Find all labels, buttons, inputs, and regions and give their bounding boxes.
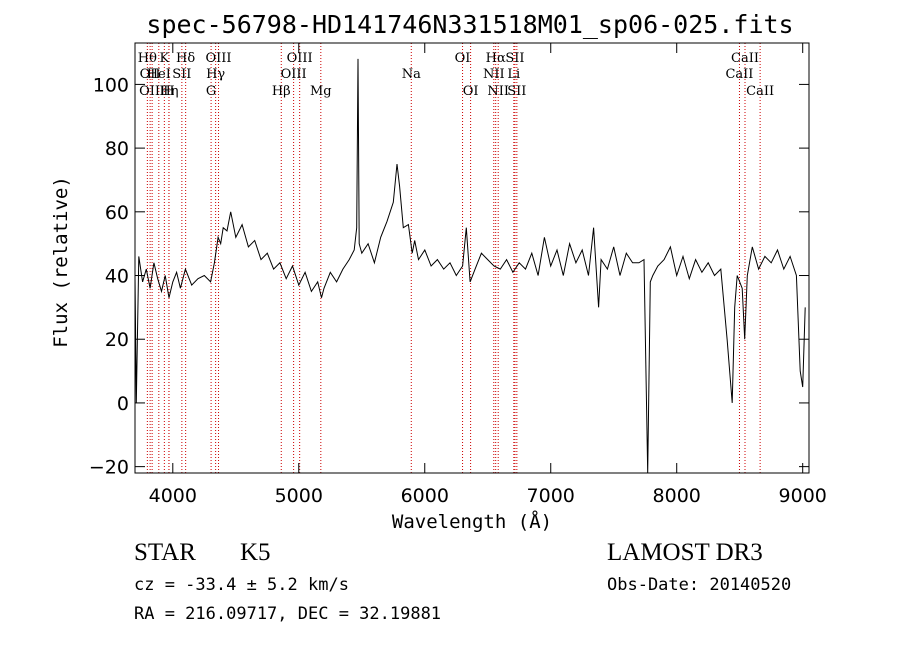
obs-date: Obs-Date: 20140520 xyxy=(607,575,791,595)
line-marker-label: H xyxy=(163,84,174,99)
plot-frame xyxy=(134,42,810,474)
survey-name: LAMOST DR3 xyxy=(607,539,763,566)
line-marker-label: CaII xyxy=(725,67,753,82)
object-class: STAR xyxy=(134,539,196,566)
x-tick-label: 5000 xyxy=(275,485,323,507)
line-marker-label: Li xyxy=(507,67,520,82)
line-marker-label: K xyxy=(159,51,169,66)
line-marker-label: Hδ xyxy=(176,51,195,66)
line-marker-label: Hγ xyxy=(206,67,225,82)
x-tick-label: 4000 xyxy=(149,485,197,507)
line-marker-label: Hβ xyxy=(272,84,291,99)
line-marker-label: Hα xyxy=(486,51,506,66)
line-marker-label: CaII xyxy=(746,84,774,99)
y-tick-label: 40 xyxy=(105,266,129,288)
y-tick-label: 0 xyxy=(117,393,129,415)
chart-title: spec-56798-HD141746N331518M01_sp06-025.f… xyxy=(146,10,793,39)
line-marker-label: Hη xyxy=(159,84,178,99)
coordinates: RA = 216.09717, DEC = 32.19881 xyxy=(134,604,441,624)
line-marker-label: SII xyxy=(507,84,526,99)
spectral-subclass: K5 xyxy=(240,539,271,566)
line-marker-label: NII xyxy=(483,67,505,82)
y-axis-label: Flux (relative) xyxy=(50,176,72,348)
y-axis: −20 0 20 40 60 80 100 xyxy=(89,74,809,479)
y-tick-label: 100 xyxy=(93,74,129,96)
line-marker-label: SII xyxy=(505,51,524,66)
y-tick-label: 20 xyxy=(105,329,129,351)
x-axis-label: Wavelength (Å) xyxy=(392,510,552,533)
line-marker-label: OIII xyxy=(287,51,313,66)
line-marker-label: SII xyxy=(172,67,191,82)
x-axis: 4000 5000 6000 7000 8000 9000 xyxy=(149,43,827,507)
line-marker-label: OI xyxy=(455,51,471,66)
x-tick-label: 9000 xyxy=(779,485,827,507)
x-tick-label: 7000 xyxy=(527,485,575,507)
spectral-line-labels: HθOIIOIIIHeIKHHηSIIHδGHγOIIIHβOIIIOIIIMg… xyxy=(138,51,774,99)
x-tick-label: 6000 xyxy=(401,485,449,507)
line-marker-label: OII xyxy=(140,67,161,82)
spectrum-series xyxy=(134,58,806,474)
spectral-line-markers xyxy=(146,43,761,473)
redshift-readout: cz = -33.4 ± 5.2 km/s xyxy=(134,575,349,595)
x-tick-label: 8000 xyxy=(653,485,701,507)
line-marker-label: OI xyxy=(463,84,479,99)
y-tick-label: 80 xyxy=(105,138,129,160)
line-marker-label: G xyxy=(206,84,216,99)
y-tick-label: −20 xyxy=(89,457,129,479)
y-tick-label: 60 xyxy=(105,202,129,224)
line-marker-label: CaII xyxy=(731,51,759,66)
line-marker-label: Na xyxy=(402,67,421,82)
line-marker-label: OIII xyxy=(139,84,165,99)
line-marker-label: OIII xyxy=(281,67,307,82)
line-marker-label: Hθ xyxy=(138,51,157,66)
line-marker-label: Mg xyxy=(310,84,332,99)
line-marker-label: OIII xyxy=(205,51,231,66)
line-marker-label: HeI xyxy=(147,67,171,82)
line-marker-label: NII xyxy=(487,84,509,99)
